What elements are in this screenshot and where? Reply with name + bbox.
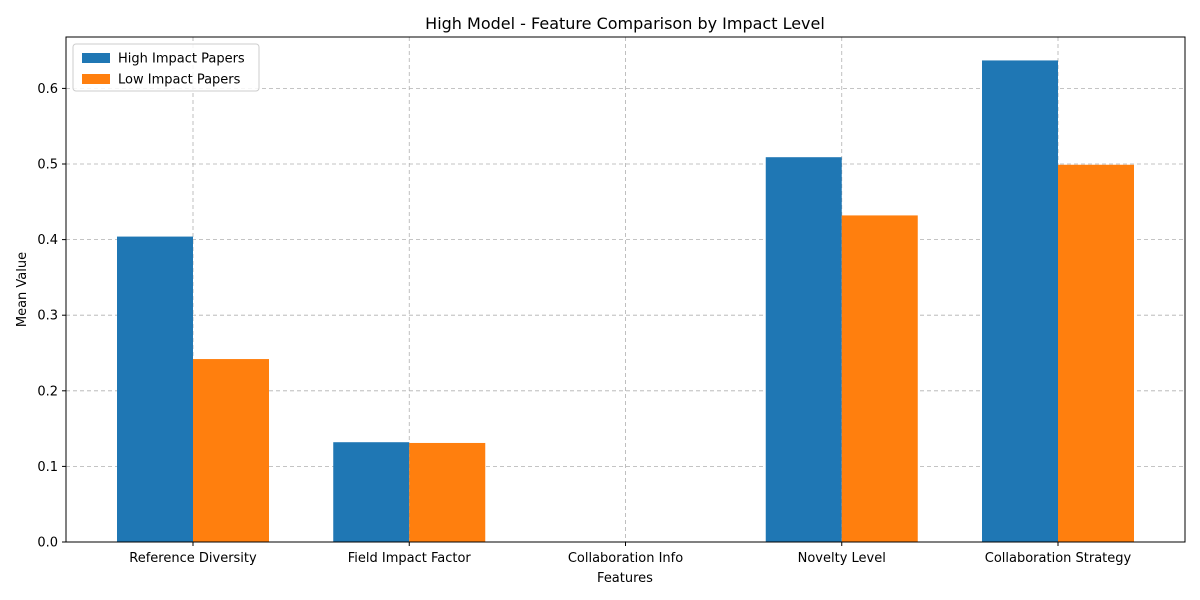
y-tick-label: 0.6 <box>37 82 58 97</box>
y-axis-ticks: 0.0 0.1 0.2 0.3 0.4 0.5 0.6 <box>37 82 66 551</box>
y-tick-label: 0.2 <box>37 384 58 399</box>
x-tick-label: Novelty Level <box>798 551 886 566</box>
bar-low-impact <box>193 359 269 542</box>
bar-low-impact <box>1058 164 1134 543</box>
y-tick-label: 0.4 <box>37 233 58 248</box>
bar-high-impact <box>117 236 193 542</box>
bar-high-impact <box>765 157 842 543</box>
legend-label: Low Impact Papers <box>118 73 241 88</box>
x-axis-title: Features <box>597 571 653 586</box>
x-tick-label: Collaboration Info <box>568 551 683 566</box>
legend: High Impact Papers Low Impact Papers <box>72 43 260 92</box>
bars <box>117 60 1134 543</box>
bar-high-impact <box>333 442 410 542</box>
y-tick-label: 0.0 <box>37 536 58 551</box>
bar-low-impact <box>841 215 918 542</box>
y-tick-label: 0.1 <box>37 460 58 475</box>
x-axis-ticks: Reference Diversity Field Impact Factor Co… <box>129 542 1132 566</box>
x-tick-label: Reference Diversity <box>129 551 257 566</box>
legend-box <box>72 43 260 92</box>
x-tick-label: Field Impact Factor <box>348 551 472 566</box>
x-tick-label: Collaboration Strategy <box>985 551 1132 566</box>
y-tick-label: 0.5 <box>37 158 58 173</box>
chart-title: High Model - Feature Comparison by Impac… <box>425 14 825 33</box>
bar-high-impact <box>982 60 1058 542</box>
y-axis-title: Mean Value <box>15 252 30 327</box>
y-tick-label: 0.3 <box>37 309 58 324</box>
legend-swatch <box>82 74 110 84</box>
bar-low-impact <box>409 442 486 542</box>
legend-label: High Impact Papers <box>118 52 245 67</box>
legend-swatch <box>82 53 110 63</box>
